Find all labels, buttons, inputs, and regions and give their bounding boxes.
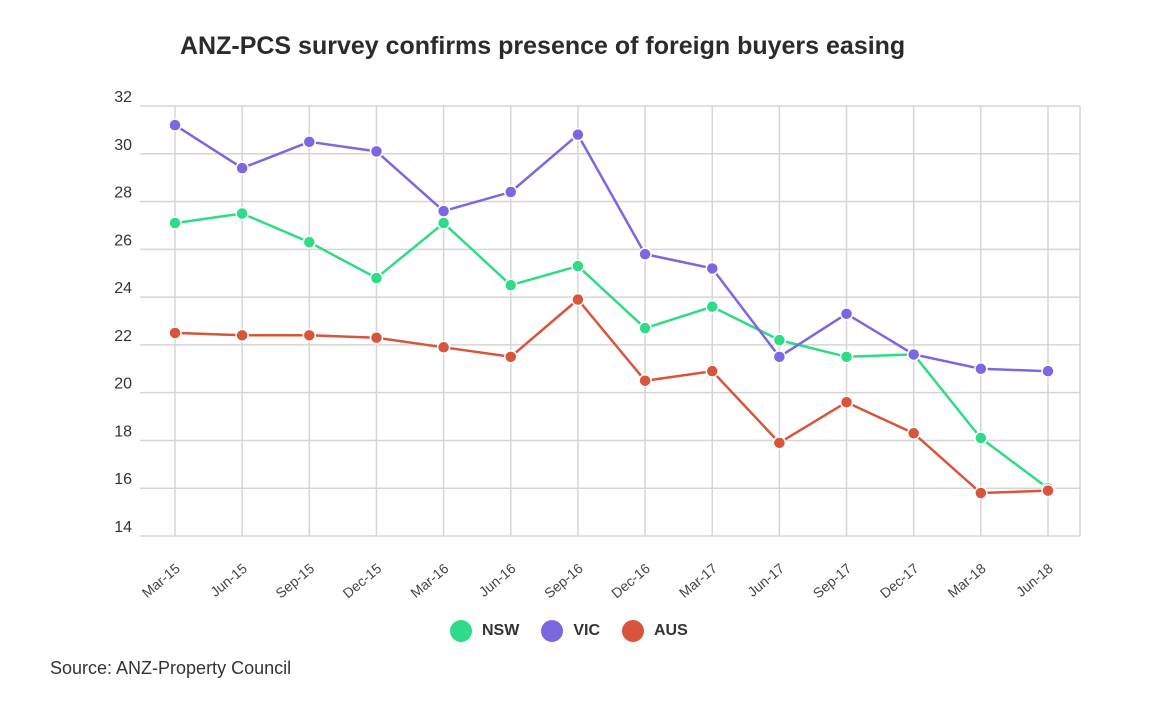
data-point-aus xyxy=(571,292,585,307)
data-point-vic xyxy=(302,135,317,149)
series-line-vic xyxy=(174,124,1049,373)
data-point-vic xyxy=(571,127,585,142)
x-tick-label: Jun-15 xyxy=(207,560,250,600)
data-point-vic xyxy=(1041,364,1055,378)
y-tick-label: 30 xyxy=(114,137,132,154)
data-point-nsw xyxy=(571,259,585,273)
legend-swatch xyxy=(450,620,472,642)
data-point-vic xyxy=(436,204,451,218)
x-tick-label: Dec-16 xyxy=(608,560,653,601)
x-tick-label: Sep-17 xyxy=(810,560,855,601)
x-tick-label: Sep-15 xyxy=(272,560,317,601)
x-tick-label: Mar-18 xyxy=(945,560,989,601)
data-point-vic xyxy=(906,347,921,362)
data-point-aus xyxy=(235,328,249,343)
data-point-nsw xyxy=(705,299,719,314)
legend-label: VIC xyxy=(573,622,600,639)
x-tick-label: Sep-16 xyxy=(541,560,586,601)
legend: NSW VIC AUS xyxy=(450,620,688,642)
legend-swatch xyxy=(622,620,644,642)
y-axis-ticks: 14 16 18 20 22 24 26 28 30 32 xyxy=(114,89,132,536)
data-point-aus xyxy=(906,426,921,441)
grid xyxy=(140,105,1081,537)
data-point-aus xyxy=(974,486,988,500)
data-point-aus xyxy=(772,436,787,450)
legend-swatch xyxy=(541,620,564,642)
series-lines xyxy=(174,124,1049,495)
legend-item-vic: VIC xyxy=(541,620,600,642)
series-points xyxy=(168,118,1055,500)
data-point-aus xyxy=(1041,483,1055,498)
data-point-aus xyxy=(638,373,652,388)
x-axis-ticks: Mar-15 Jun-15 Sep-15 Dec-15 Mar-16 Jun-16 Sep-… xyxy=(139,560,1056,601)
data-point-vic xyxy=(772,350,787,364)
data-point-vic xyxy=(974,362,988,376)
data-point-nsw xyxy=(302,235,317,249)
data-point-nsw xyxy=(436,216,451,230)
source-note: Source: ANZ-Property Council xyxy=(50,658,292,678)
x-tick-label: Jun-17 xyxy=(744,560,787,600)
series-line-aus xyxy=(174,298,1049,495)
data-point-aus xyxy=(839,395,854,409)
x-tick-label: Jun-16 xyxy=(476,560,519,600)
x-tick-label: Mar-16 xyxy=(407,560,451,601)
data-point-aus xyxy=(705,364,719,378)
data-point-nsw xyxy=(839,350,854,364)
y-tick-label: 32 xyxy=(114,89,132,106)
y-tick-label: 24 xyxy=(114,280,132,297)
data-point-vic xyxy=(705,261,719,276)
y-tick-label: 22 xyxy=(114,328,132,345)
y-tick-label: 18 xyxy=(114,423,132,440)
series-line-nsw xyxy=(174,212,1049,490)
data-point-aus xyxy=(369,330,384,345)
data-point-aus xyxy=(168,326,182,340)
legend-label: NSW xyxy=(482,622,520,639)
data-point-vic xyxy=(638,247,652,261)
y-tick-label: 14 xyxy=(114,519,132,536)
data-point-nsw xyxy=(638,321,652,335)
data-point-vic xyxy=(504,185,518,199)
data-point-aus xyxy=(302,328,317,343)
x-tick-label: Dec-15 xyxy=(340,560,385,601)
data-point-nsw xyxy=(772,333,787,347)
data-point-nsw xyxy=(235,206,249,221)
data-point-nsw xyxy=(168,216,182,230)
legend-item-aus: AUS xyxy=(622,620,688,642)
y-tick-label: 20 xyxy=(114,376,132,393)
data-point-aus xyxy=(504,350,518,364)
data-point-vic xyxy=(235,161,249,175)
data-point-aus xyxy=(436,340,451,355)
data-point-nsw xyxy=(974,431,988,445)
x-tick-label: Dec-17 xyxy=(877,560,922,601)
y-tick-label: 28 xyxy=(114,185,132,202)
y-tick-label: 26 xyxy=(114,232,132,249)
legend-item-nsw: NSW xyxy=(450,620,519,642)
x-tick-label: Mar-17 xyxy=(676,560,720,601)
data-point-vic xyxy=(369,144,384,159)
data-point-nsw xyxy=(504,278,518,292)
data-point-vic xyxy=(839,307,854,321)
legend-label: AUS xyxy=(654,622,688,639)
chart-title: ANZ-PCS survey confirms presence of fore… xyxy=(180,32,906,60)
data-point-vic xyxy=(168,118,182,132)
x-tick-label: Jun-18 xyxy=(1013,560,1056,600)
y-tick-label: 16 xyxy=(114,471,132,488)
x-tick-label: Mar-15 xyxy=(139,560,183,601)
data-point-nsw xyxy=(369,271,384,285)
